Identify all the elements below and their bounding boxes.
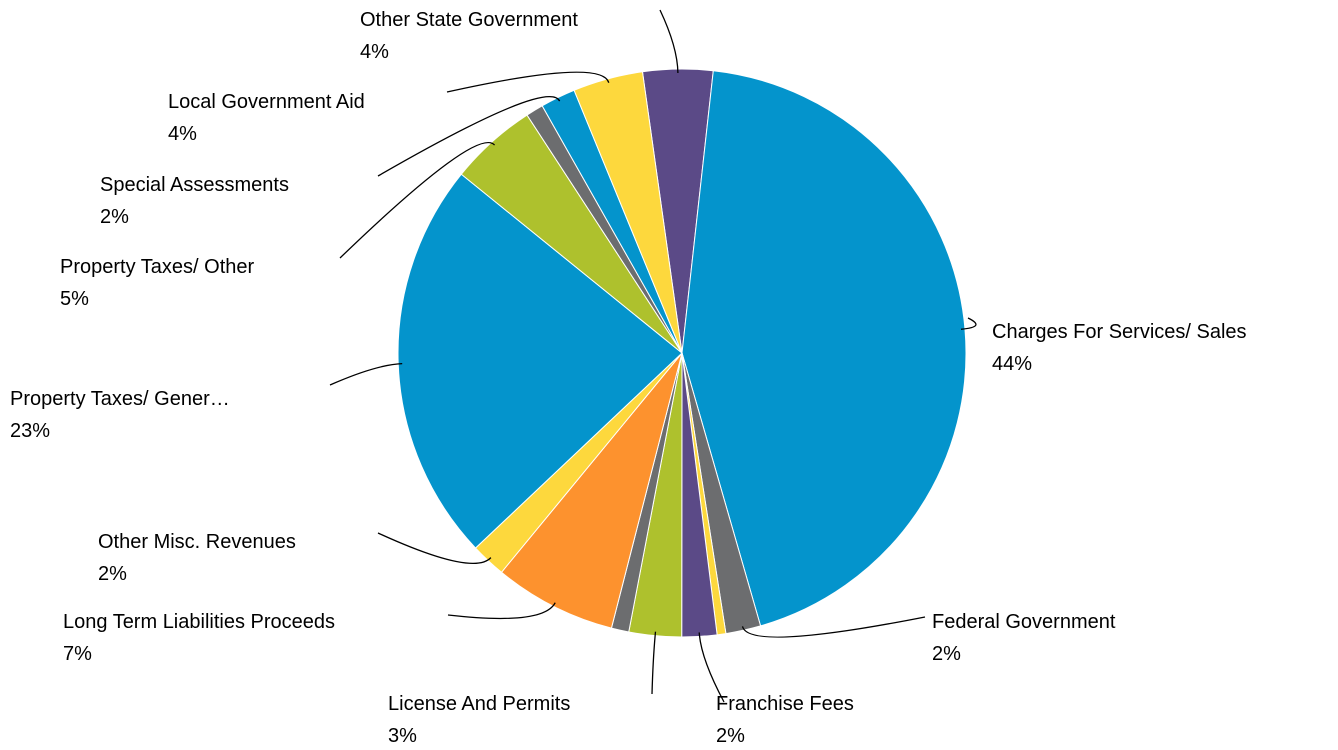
- slice-value-label: 44%: [992, 353, 1032, 375]
- slice-value-label: 2%: [932, 643, 961, 665]
- slice-label: Special Assessments: [100, 174, 289, 196]
- leader-line: [659, 9, 679, 74]
- slice-label: Franchise Fees: [716, 693, 854, 715]
- slice-label: Property Taxes/ Other: [60, 256, 255, 278]
- slice-label: Local Government Aid: [168, 91, 365, 113]
- slice-value-label: 4%: [360, 41, 389, 63]
- leader-line: [960, 317, 977, 330]
- leader-line: [446, 71, 610, 93]
- slice-value-label: 2%: [716, 725, 745, 747]
- slice-value-label: 4%: [168, 123, 197, 145]
- leader-line: [339, 141, 496, 259]
- leader-line: [741, 616, 926, 638]
- slice-label: Charges For Services/ Sales: [992, 321, 1247, 343]
- slice-value-label: 2%: [100, 206, 129, 228]
- leader-line: [447, 602, 556, 620]
- slice-label: Property Taxes/ Gener…: [10, 388, 230, 410]
- slice-value-label: 2%: [98, 563, 127, 585]
- leader-line: [651, 631, 657, 695]
- leader-line: [698, 632, 725, 703]
- leader-line: [329, 362, 403, 386]
- slice-label: Federal Government: [932, 611, 1116, 633]
- slice-label: Long Term Liabilities Proceeds: [63, 611, 335, 633]
- slice-label: Other Misc. Revenues: [98, 531, 296, 553]
- slice-value-label: 5%: [60, 288, 89, 310]
- slice-value-label: 7%: [63, 643, 92, 665]
- slice-value-label: 23%: [10, 420, 50, 442]
- slice-label: License And Permits: [388, 693, 570, 715]
- pie-slice: [573, 71, 683, 354]
- slice-label: Other State Government: [360, 9, 578, 31]
- leader-line: [377, 96, 561, 177]
- slice-value-label: 3%: [388, 725, 417, 747]
- leader-line: [377, 532, 492, 564]
